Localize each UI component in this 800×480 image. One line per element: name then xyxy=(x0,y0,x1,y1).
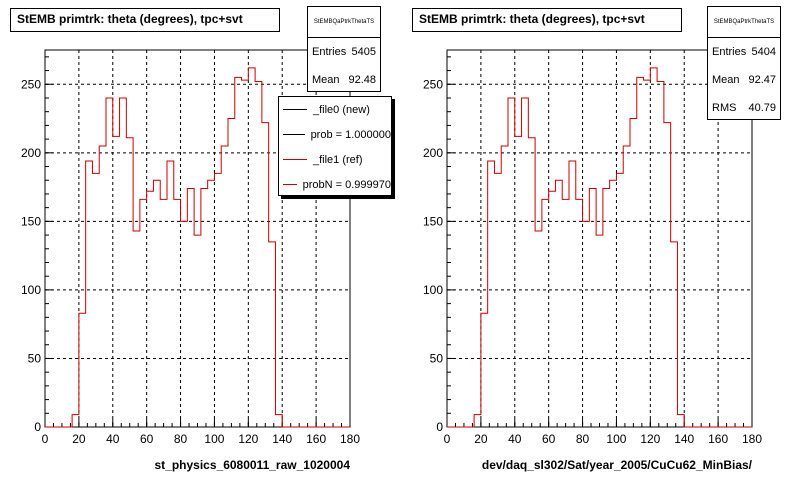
left-histogram-series-0 xyxy=(45,67,350,428)
left-stats-name: StEMBQaPtrkThetaTS xyxy=(308,7,380,38)
left-xtick-label: 180 xyxy=(340,432,360,446)
right-xtick-label: 160 xyxy=(708,432,728,446)
left-stats-entries-value: 5405 xyxy=(351,46,376,58)
legend-line-file1 xyxy=(283,159,307,160)
right-ytick-label: 200 xyxy=(423,146,443,160)
left-xtick-label: 60 xyxy=(140,432,154,446)
right-xtick-label: 180 xyxy=(742,432,762,446)
left-stats-entries-label: Entries xyxy=(312,46,347,58)
right-xtick-label: 40 xyxy=(508,432,522,446)
left-legend: _file0 (new) prob = 1.000000 _file1 (ref… xyxy=(278,96,392,196)
right-xtick-label: 140 xyxy=(674,432,694,446)
legend-label-probn: probN = 0.999970 xyxy=(302,178,391,191)
legend-label-file1: _file1 (ref) xyxy=(313,153,363,166)
right-histogram-title: StEMB primtrk: theta (degrees), tpc+svt xyxy=(412,8,682,32)
legend-entry-prob: prob = 1.000000 xyxy=(279,122,391,147)
left-stats-mean-label: Mean xyxy=(312,74,340,86)
legend-label-file0: _file0 (new) xyxy=(313,103,370,116)
right-stats-name: StEMBQaPtrkThetaTS xyxy=(708,7,780,38)
right-x-axis-label: dev/daq_sl302/Sat/year_2005/CuCu62_MinBi… xyxy=(482,458,753,472)
right-xtick-label: 80 xyxy=(576,432,590,446)
legend-label-prob: prob = 1.000000 xyxy=(310,128,391,141)
legend-line-probn xyxy=(283,184,297,185)
left-stats-mean-value: 92.48 xyxy=(348,74,376,86)
left-ytick-label: 200 xyxy=(21,146,41,160)
left-xtick-label: 40 xyxy=(106,432,120,446)
right-xtick-label: 0 xyxy=(444,432,451,446)
left-histogram-title: StEMB primtrk: theta (degrees), tpc+svt xyxy=(10,8,280,32)
left-ytick-label: 100 xyxy=(21,283,41,297)
legend-entry-file0: _file0 (new) xyxy=(279,97,391,122)
left-xtick-label: 120 xyxy=(238,432,258,446)
left-x-axis-label: st_physics_6080011_raw_1020004 xyxy=(154,458,350,472)
right-stats-rms-value: 40.79 xyxy=(748,102,776,114)
right-stats-entries-label: Entries xyxy=(712,46,747,58)
left-ytick-label: 150 xyxy=(21,214,41,228)
left-xtick-label: 0 xyxy=(42,432,49,446)
right-stats-rms-label: RMS xyxy=(712,102,737,114)
left-ytick-label: 250 xyxy=(21,77,41,91)
legend-entry-probn: probN = 0.999970 xyxy=(279,172,391,195)
legend-line-prob xyxy=(283,134,305,135)
right-histogram-series-0 xyxy=(447,67,752,428)
right-stats-mean-label: Mean xyxy=(712,74,740,86)
left-xtick-label: 100 xyxy=(204,432,224,446)
right-ytick-label: 0 xyxy=(436,420,443,434)
right-stats-box: StEMBQaPtrkThetaTS Entries 5404 Mean 92.47… xyxy=(707,6,781,120)
left-xtick-label: 80 xyxy=(174,432,188,446)
left-xtick-label: 20 xyxy=(72,432,86,446)
left-xtick-label: 140 xyxy=(272,432,292,446)
right-stats-mean-value: 92.47 xyxy=(748,74,776,86)
right-stats-entries-value: 5404 xyxy=(751,46,776,58)
left-ytick-label: 0 xyxy=(34,420,41,434)
left-ytick-label: 50 xyxy=(28,351,42,365)
right-ytick-label: 150 xyxy=(423,214,443,228)
right-xtick-label: 100 xyxy=(606,432,626,446)
legend-entry-file1: _file1 (ref) xyxy=(279,147,391,172)
right-xtick-label: 60 xyxy=(542,432,556,446)
right-plot-area xyxy=(447,50,752,427)
right-ytick-label: 250 xyxy=(423,77,443,91)
right-ytick-label: 100 xyxy=(423,283,443,297)
right-xtick-label: 120 xyxy=(640,432,660,446)
left-xtick-label: 160 xyxy=(306,432,326,446)
left-stats-box: StEMBQaPtrkThetaTS Entries 5405 Mean 92.48 xyxy=(307,6,381,92)
right-ytick-label: 50 xyxy=(430,351,444,365)
right-xtick-label: 20 xyxy=(474,432,488,446)
legend-line-file0 xyxy=(283,109,307,110)
